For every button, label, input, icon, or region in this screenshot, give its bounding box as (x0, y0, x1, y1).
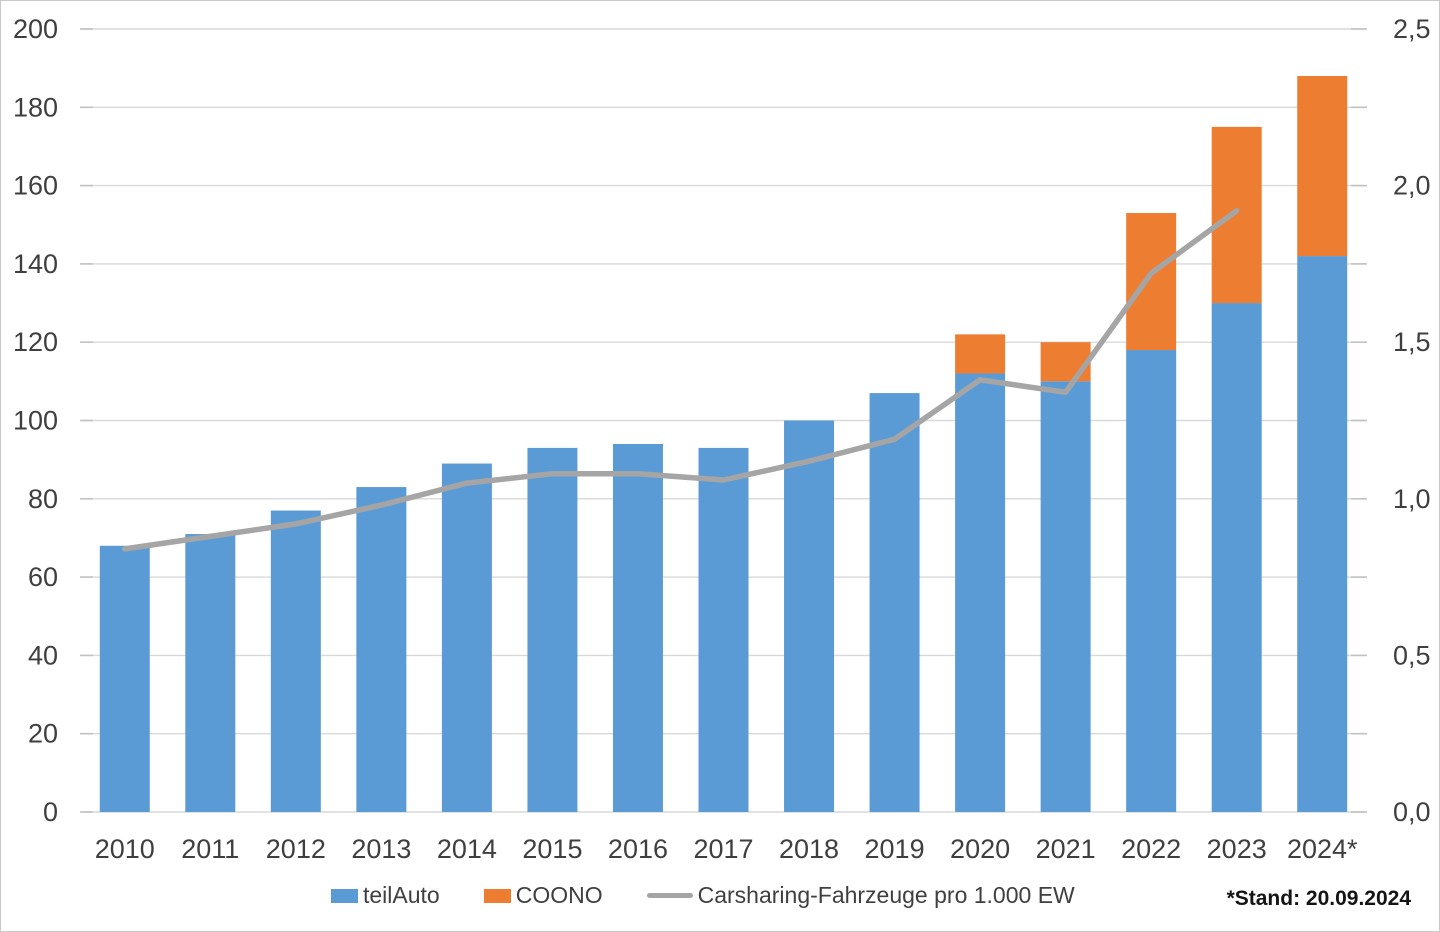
right-axis-tick-label: 2,5 (1393, 14, 1431, 44)
bar-teilauto-2011 (185, 534, 236, 812)
bar-teilauto-2018 (784, 420, 835, 812)
right-axis-tick-label: 1,5 (1393, 327, 1431, 357)
left-axis-tick-label: 160 (13, 171, 58, 201)
legend-color-swatch (483, 888, 511, 903)
bar-coono-2020 (955, 334, 1006, 374)
bar-coono-2022 (1126, 213, 1177, 351)
legend-item-coono: COONO (483, 882, 603, 909)
trend-line (122, 207, 1240, 552)
left-axis-tick-label: 140 (13, 249, 58, 279)
bar-teilauto-2019 (869, 393, 920, 812)
x-axis-label-2011: 2011 (181, 834, 239, 864)
left-axis-labels: 0 20 40 60 80 100 120 140 160 180 200 (13, 14, 58, 827)
bar-teilauto-2023 (1211, 303, 1262, 812)
left-axis-tick-label: 80 (28, 484, 58, 514)
x-axis-label-2022: 2022 (1121, 834, 1181, 864)
left-axis-tick-label: 40 (28, 640, 58, 670)
left-axis-tick-label: 200 (13, 14, 58, 44)
x-axis-label-2020: 2020 (950, 834, 1010, 864)
bar-coono-2023 (1211, 126, 1262, 304)
bar-teilauto-2024 (1297, 256, 1348, 812)
x-axis-label-2013: 2013 (351, 834, 411, 864)
right-axis-labels: 0,0 0,5 1,0 1,5 2,0 2,5 (1393, 14, 1431, 827)
legend-label: teilAuto (363, 882, 440, 908)
legend-color-swatch (331, 888, 358, 903)
x-axis-label-2018: 2018 (779, 834, 839, 864)
bar-teilauto-2017 (698, 447, 749, 812)
bar-teilauto-2016 (612, 443, 663, 812)
x-axis-label-2016: 2016 (608, 834, 668, 864)
right-axis-tick-label: 0,5 (1393, 640, 1431, 670)
x-axis-label-2014: 2014 (437, 834, 497, 864)
x-axis-label-2021: 2021 (1036, 834, 1096, 864)
bar-teilauto-2010 (99, 545, 150, 812)
bar-teilauto-2014 (441, 463, 492, 812)
legend-line-swatch (646, 893, 693, 898)
legend-item-teilauto: teilAuto (331, 882, 440, 909)
left-axis-tick-label: 60 (28, 562, 58, 592)
bar-teilauto-2015 (527, 447, 578, 812)
bar-teilauto-2021 (1040, 381, 1091, 812)
left-axis-tick-label: 180 (13, 92, 58, 122)
x-axis-label-2015: 2015 (522, 834, 582, 864)
bars (99, 75, 1348, 812)
bar-teilauto-2020 (955, 373, 1006, 812)
legend-label: COONO (515, 882, 603, 908)
right-axis-tick-label: 2,0 (1393, 171, 1431, 201)
right-axis-tick-label: 1,0 (1393, 484, 1431, 514)
legend-item-carsharingfahrzeugepro1000ew: Carsharing-Fahrzeuge pro 1.000 EW (646, 882, 1075, 909)
x-axis-label-2023: 2023 (1207, 834, 1267, 864)
x-axis-label-2012: 2012 (266, 834, 326, 864)
right-axis-tick-label: 0,0 (1393, 797, 1431, 827)
bar-coono-2024 (1297, 75, 1348, 257)
bar-coono-2021 (1040, 342, 1091, 382)
carsharing-rate-line (122, 207, 1240, 552)
legend: teilAuto COONO Carsharing-Fahrzeuge pro 1.… (331, 882, 1075, 909)
x-axis-label-2010: 2010 (95, 834, 155, 864)
x-axis-label-2019: 2019 (865, 834, 925, 864)
left-axis-tick-label: 20 (28, 719, 58, 749)
bar-teilauto-2013 (356, 487, 407, 812)
bar-teilauto-2022 (1126, 350, 1177, 812)
left-axis-tick-label: 0 (43, 797, 58, 827)
legend-label: Carsharing-Fahrzeuge pro 1.000 EW (697, 882, 1075, 908)
left-axis-tick-label: 100 (13, 406, 58, 436)
bar-teilauto-2012 (270, 510, 321, 812)
left-axis-tick-label: 120 (13, 327, 58, 357)
x-axis-label-2024: 2024* (1287, 834, 1358, 864)
x-axis-labels: 2010 2011 2012 2013 2014 2015 2016 2017 2018 2019… (95, 834, 1358, 864)
x-axis-label-2017: 2017 (693, 834, 753, 864)
footnote: *Stand: 20.09.2024 (1226, 887, 1411, 910)
